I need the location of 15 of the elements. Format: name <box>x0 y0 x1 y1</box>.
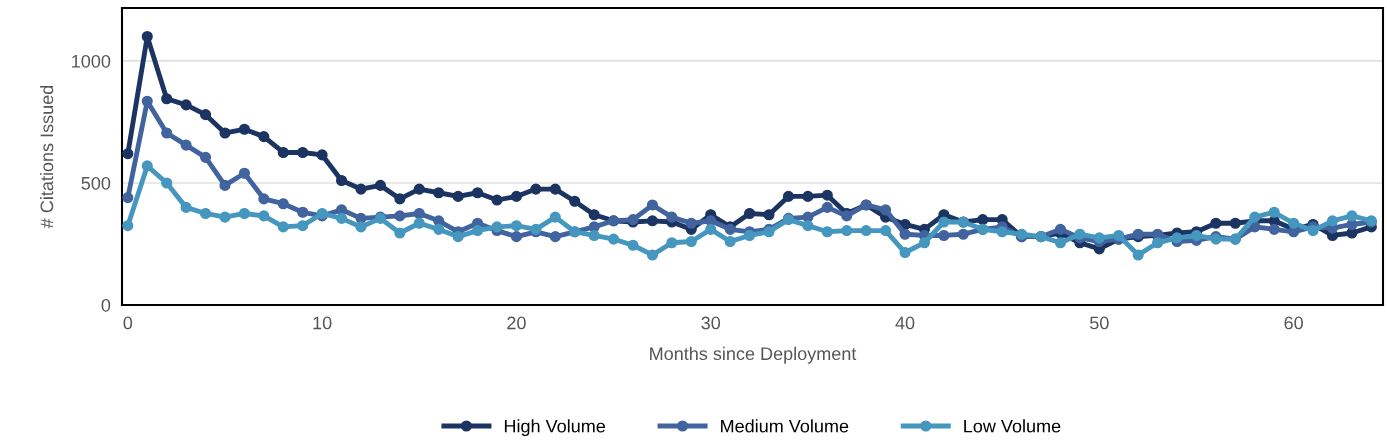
x-axis-title: Months since Deployment <box>650 346 857 364</box>
legend-label: Medium Volume <box>721 419 849 433</box>
x-tick-label: 20 <box>507 316 526 330</box>
x-tick-label: 60 <box>1284 316 1303 330</box>
x-tick-label: 50 <box>1090 316 1109 330</box>
y-tick-label: 500 <box>81 176 111 190</box>
legend-label: Low Volume <box>964 419 1061 433</box>
x-tick-label: 40 <box>895 316 915 330</box>
y-tick-label: 0 <box>101 298 111 312</box>
x-tick-label: 30 <box>701 316 721 330</box>
legend-label: High Volume <box>504 419 606 437</box>
y-axis-title: # Citations Issued <box>40 85 54 229</box>
x-tick-label: 0 <box>123 316 133 330</box>
y-tick-label: 1000 <box>72 54 111 68</box>
x-tick-label: 10 <box>313 316 332 330</box>
